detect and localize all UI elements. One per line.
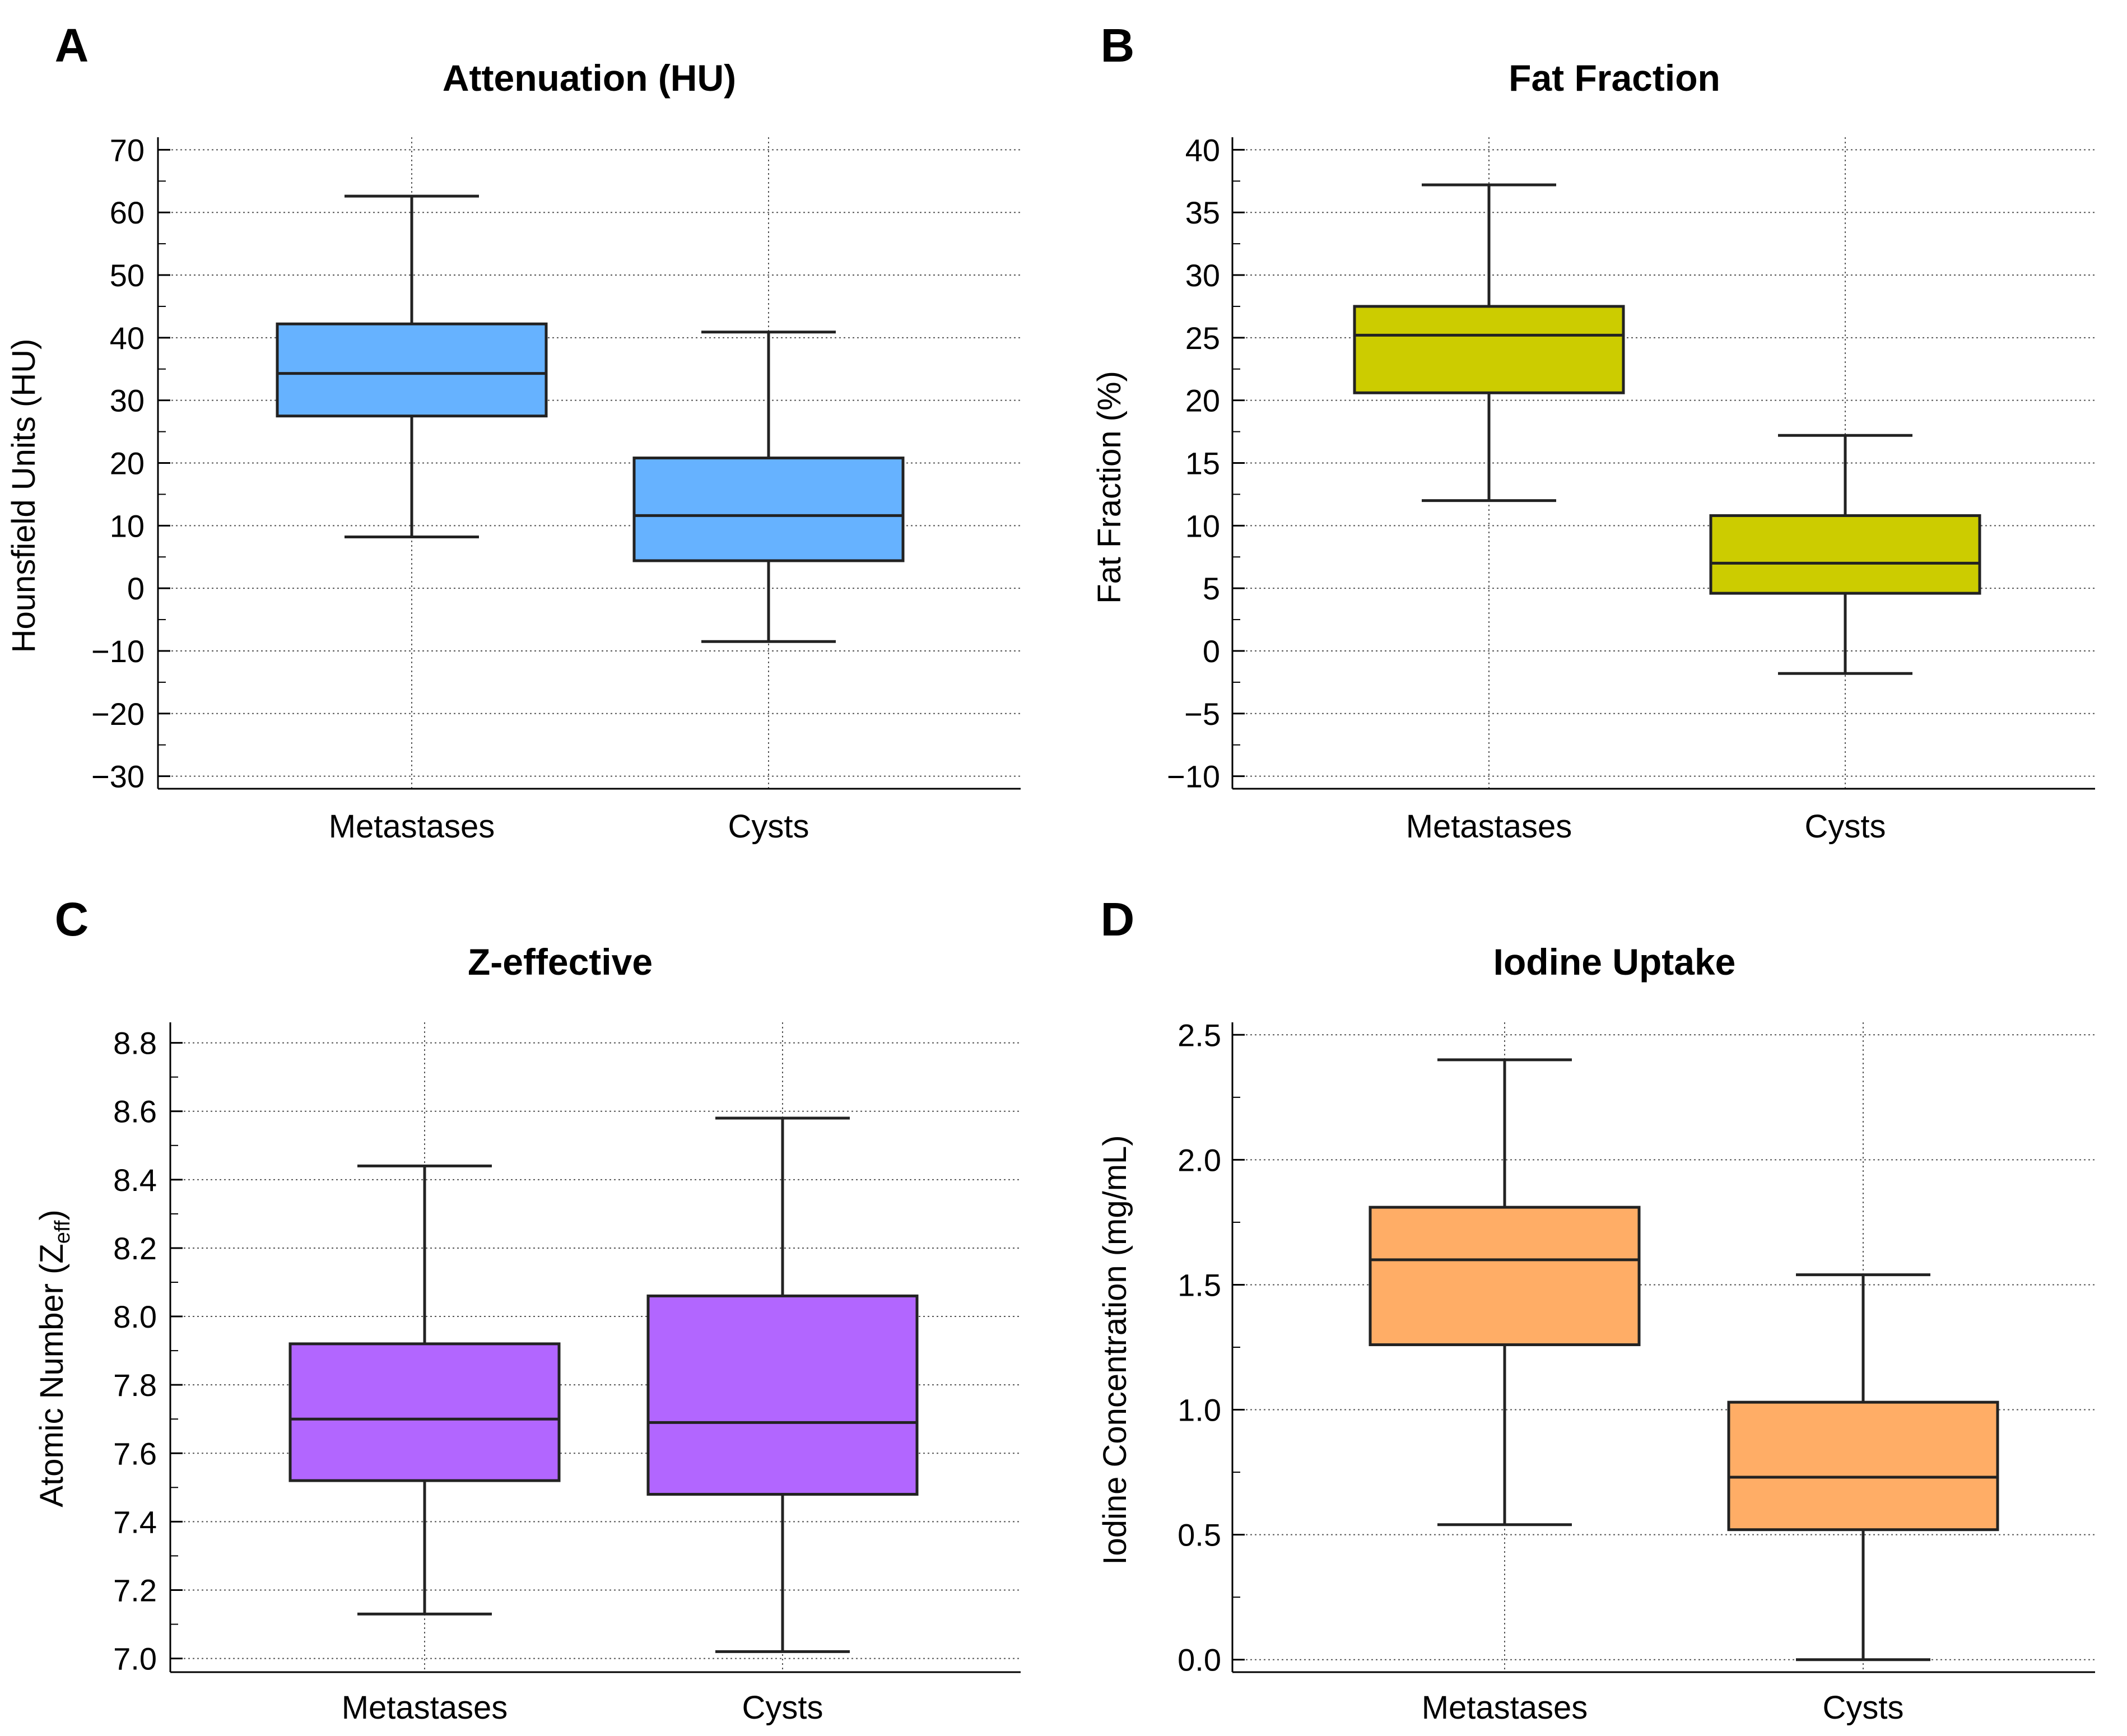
x-category-label: Cysts	[1823, 1690, 1904, 1726]
y-tick-label: 40	[1185, 132, 1220, 167]
y-axis-title-main: Iodine Concentration (mg/mL)	[1097, 1135, 1133, 1565]
y-tick-label: 20	[1185, 383, 1220, 418]
panel-letter: A	[55, 19, 89, 72]
y-tick-label: 0.5	[1177, 1518, 1221, 1553]
iqr-box	[288, 1342, 561, 1482]
iqr-box	[1353, 305, 1625, 394]
y-tick-label: 8.6	[113, 1094, 157, 1129]
x-category-label: Cysts	[1805, 808, 1886, 845]
y-tick-label: −10	[91, 634, 145, 669]
iqr-box	[1709, 514, 1981, 595]
y-tick-label: 7.0	[113, 1641, 157, 1677]
panel-letter: D	[1101, 893, 1135, 946]
y-axis-title-main: Atomic Number (Z	[34, 1244, 70, 1507]
y-axis-title-subscript: eff	[51, 1220, 75, 1244]
y-tick-label: 5	[1203, 571, 1220, 606]
y-tick-label: 30	[110, 383, 145, 418]
y-axis-title-tail: )	[34, 1209, 70, 1220]
y-tick-label: 0.0	[1177, 1642, 1221, 1678]
x-category-label: Cysts	[742, 1690, 823, 1726]
y-tick-label: 0	[127, 571, 145, 606]
iqr-box	[1727, 1400, 1999, 1532]
y-tick-label: 2.5	[1177, 1017, 1221, 1053]
chart-title: Fat Fraction	[1509, 57, 1720, 99]
y-tick-label: 20	[110, 446, 145, 481]
box-metastases	[1353, 183, 1625, 502]
y-tick-label: 25	[1185, 320, 1220, 356]
y-axis-title: Fat Fraction (%)	[1091, 371, 1128, 604]
y-tick-label: 40	[110, 320, 145, 356]
iqr-box	[632, 457, 905, 562]
y-axis-title-main: Fat Fraction (%)	[1091, 371, 1128, 604]
y-tick-label: 30	[1185, 258, 1220, 293]
box-metastases	[288, 1164, 561, 1616]
box-cysts	[1727, 1273, 1999, 1661]
y-tick-label: −30	[91, 759, 145, 794]
y-tick-label: 15	[1185, 446, 1220, 481]
chart-title: Attenuation (HU)	[443, 57, 736, 99]
y-axis-title-main: Hounsfield Units (HU)	[6, 339, 42, 653]
y-tick-label: 1.0	[1177, 1393, 1221, 1428]
y-axis-title: Iodine Concentration (mg/mL)	[1097, 1135, 1133, 1565]
chart-panel-b: B Fat Fraction 40 35 30 25 20 15 10 5 0 −5 −10 Fat Fr…	[1091, 19, 2095, 845]
y-tick-label: 8.8	[113, 1026, 157, 1061]
x-category-label: Metastases	[329, 808, 495, 845]
y-tick-label: 7.6	[113, 1436, 157, 1471]
panel-letter: C	[55, 893, 89, 946]
chart-panel-c: C Z-effective 8.8 8.6 8.4 8.2 8.0 7.8 7.6 7.4 7.2 7…	[34, 893, 1021, 1726]
y-axis-title: Atomic Number (Zeff)	[34, 1209, 75, 1507]
x-category-label: Metastases	[1406, 808, 1572, 845]
box-metastases	[1369, 1058, 1641, 1526]
y-tick-label: 0	[1203, 634, 1220, 669]
panel-letter: B	[1101, 19, 1135, 72]
y-tick-label: 8.2	[113, 1231, 157, 1266]
x-category-label: Metastases	[1422, 1690, 1588, 1726]
box-metastases	[276, 194, 548, 538]
y-tick-label: −10	[1167, 759, 1220, 794]
y-tick-label: 2.0	[1177, 1142, 1221, 1177]
chart-panel-a: A Attenuation (HU) 70 60 50 40 30 20 10 0 −10 −20 −3…	[6, 19, 1021, 845]
y-tick-label: 8.0	[113, 1299, 157, 1334]
box-cysts	[646, 1116, 919, 1653]
chart-panel-d: D Iodine Uptake 2.5 2.0 1.5 1.0 0.5 0.0 Iodine C…	[1097, 893, 2095, 1726]
chart-title: Z-effective	[468, 941, 653, 983]
y-tick-label: 7.4	[113, 1504, 157, 1539]
y-tick-label: 10	[110, 508, 145, 543]
y-tick-label: 7.2	[113, 1572, 157, 1608]
chart-title: Iodine Uptake	[1493, 941, 1736, 983]
iqr-box	[1369, 1206, 1641, 1347]
x-category-label: Metastases	[342, 1690, 508, 1726]
y-tick-label: 70	[110, 132, 145, 167]
y-tick-label: −20	[91, 696, 145, 732]
box-cysts	[632, 331, 905, 643]
y-tick-label: 8.4	[113, 1162, 157, 1198]
box-cysts	[1709, 434, 1981, 675]
iqr-box	[276, 322, 548, 418]
y-tick-label: −5	[1184, 696, 1220, 732]
x-category-label: Cysts	[728, 808, 809, 845]
y-tick-label: 10	[1185, 508, 1220, 543]
y-tick-label: 60	[110, 195, 145, 230]
y-tick-label: 1.5	[1177, 1267, 1221, 1302]
y-tick-label: 7.8	[113, 1367, 157, 1403]
y-tick-label: 50	[110, 258, 145, 293]
y-axis-title: Hounsfield Units (HU)	[6, 339, 42, 653]
iqr-box	[646, 1294, 919, 1496]
y-tick-label: 35	[1185, 195, 1220, 230]
